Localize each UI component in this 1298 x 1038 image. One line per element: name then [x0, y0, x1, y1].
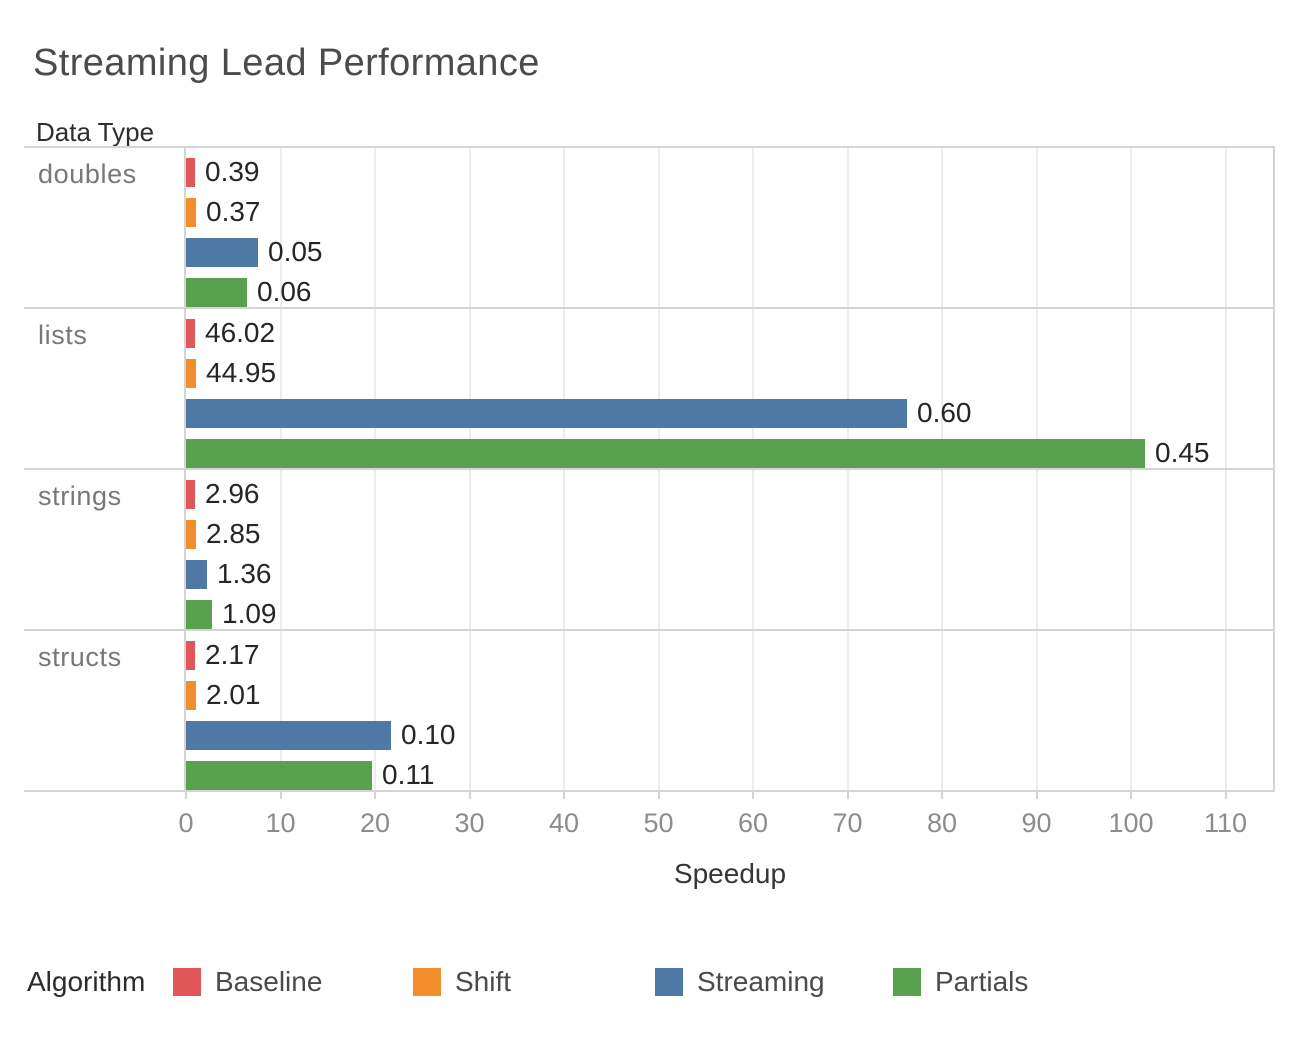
x-tick-label-40: 40: [548, 808, 580, 838]
bar-structs-partials[interactable]: [186, 761, 372, 790]
label-column-separator: [184, 147, 186, 791]
bar-value-label-structs-partials: 0.11: [382, 759, 435, 790]
legend-swatch-baseline[interactable]: [173, 968, 201, 996]
panel-border-top: [24, 146, 1275, 148]
row-header-data-type: Data Type: [36, 117, 155, 147]
chart-title: Streaming Lead Performance: [33, 42, 540, 84]
x-tick-mark-90: [1035, 791, 1038, 799]
x-tick-mark-40: [563, 791, 565, 799]
bar-value-label-doubles-partials: 0.06: [257, 276, 312, 307]
row-separator-2: [24, 468, 1275, 470]
bar-lists-streaming[interactable]: [186, 399, 907, 428]
legend-swatch-partials[interactable]: [893, 968, 921, 996]
bar-strings-streaming[interactable]: [186, 560, 207, 589]
category-label-structs: structs: [38, 642, 122, 672]
x-tick-mark-80: [941, 791, 943, 799]
legend-title: Algorithm: [27, 966, 146, 997]
bar-lists-baseline[interactable]: [186, 319, 195, 348]
bar-strings-partials[interactable]: [186, 600, 212, 629]
bar-doubles-shift[interactable]: [186, 198, 196, 227]
legend-label-shift[interactable]: Shift: [455, 966, 512, 997]
bar-value-label-doubles-shift: 0.37: [206, 196, 261, 227]
bar-value-label-strings-shift: 2.85: [206, 518, 261, 549]
legend-swatch-streaming[interactable]: [655, 968, 683, 996]
x-tick-mark-50: [657, 791, 660, 799]
x-tick-label-100: 100: [1108, 808, 1154, 838]
bar-doubles-partials[interactable]: [186, 278, 247, 307]
bar-structs-streaming[interactable]: [186, 721, 391, 750]
bar-value-label-doubles-streaming: 0.05: [268, 236, 323, 267]
bar-strings-baseline[interactable]: [186, 480, 195, 509]
panel-border-right: [1273, 147, 1275, 791]
bar-value-label-lists-partials: 0.45: [1155, 437, 1210, 468]
x-tick-label-20: 20: [359, 808, 391, 838]
bar-value-label-structs-streaming: 0.10: [401, 719, 456, 750]
x-tick-label-60: 60: [737, 808, 769, 838]
row-separator-3: [24, 629, 1275, 631]
x-tick-label-110: 110: [1203, 808, 1248, 838]
bar-value-label-lists-streaming: 0.60: [917, 397, 972, 428]
bar-doubles-baseline[interactable]: [186, 158, 195, 187]
legend-swatch-shift[interactable]: [413, 968, 441, 996]
category-label-lists: lists: [38, 320, 88, 350]
bar-value-label-strings-streaming: 1.36: [217, 558, 272, 589]
x-tick-mark-20: [374, 791, 376, 799]
x-tick-label-10: 10: [265, 808, 296, 838]
x-tick-mark-100: [1130, 791, 1132, 799]
x-tick-mark-70: [846, 791, 849, 799]
x-tick-label-0: 0: [178, 808, 194, 838]
category-label-doubles: doubles: [38, 159, 137, 189]
x-tick-mark-30: [468, 791, 471, 799]
x-tick-label-50: 50: [643, 808, 674, 838]
row-separator-1: [24, 307, 1275, 309]
bar-value-label-strings-partials: 1.09: [222, 598, 277, 629]
x-axis-title: Speedup: [673, 858, 787, 889]
x-tick-mark-0: [185, 791, 187, 799]
bar-doubles-streaming[interactable]: [186, 238, 258, 267]
x-tick-mark-110: [1224, 791, 1227, 799]
x-tick-label-30: 30: [454, 808, 485, 838]
legend-label-baseline[interactable]: Baseline: [215, 966, 323, 997]
panel-border-bottom: [24, 790, 1275, 792]
bar-value-label-structs-shift: 2.01: [206, 679, 261, 710]
bar-value-label-lists-shift: 44.95: [206, 357, 277, 388]
category-label-strings: strings: [38, 481, 122, 511]
bar-strings-shift[interactable]: [186, 520, 196, 549]
bar-lists-shift[interactable]: [186, 359, 196, 388]
legend-label-partials[interactable]: Partials: [935, 966, 1029, 997]
x-tick-mark-10: [279, 791, 282, 799]
bar-value-label-structs-baseline: 2.17: [205, 639, 260, 670]
x-tick-mark-60: [752, 791, 754, 799]
bar-lists-partials[interactable]: [186, 439, 1145, 468]
bar-structs-baseline[interactable]: [186, 641, 195, 670]
x-tick-label-90: 90: [1021, 808, 1052, 838]
bar-value-label-lists-baseline: 46.02: [205, 317, 276, 348]
legend-label-streaming[interactable]: Streaming: [697, 966, 825, 997]
bar-value-label-strings-baseline: 2.96: [205, 478, 260, 509]
x-tick-label-70: 70: [832, 808, 863, 838]
x-tick-label-80: 80: [926, 808, 958, 838]
bar-value-label-doubles-baseline: 0.39: [205, 156, 260, 187]
bar-structs-shift[interactable]: [186, 681, 196, 710]
